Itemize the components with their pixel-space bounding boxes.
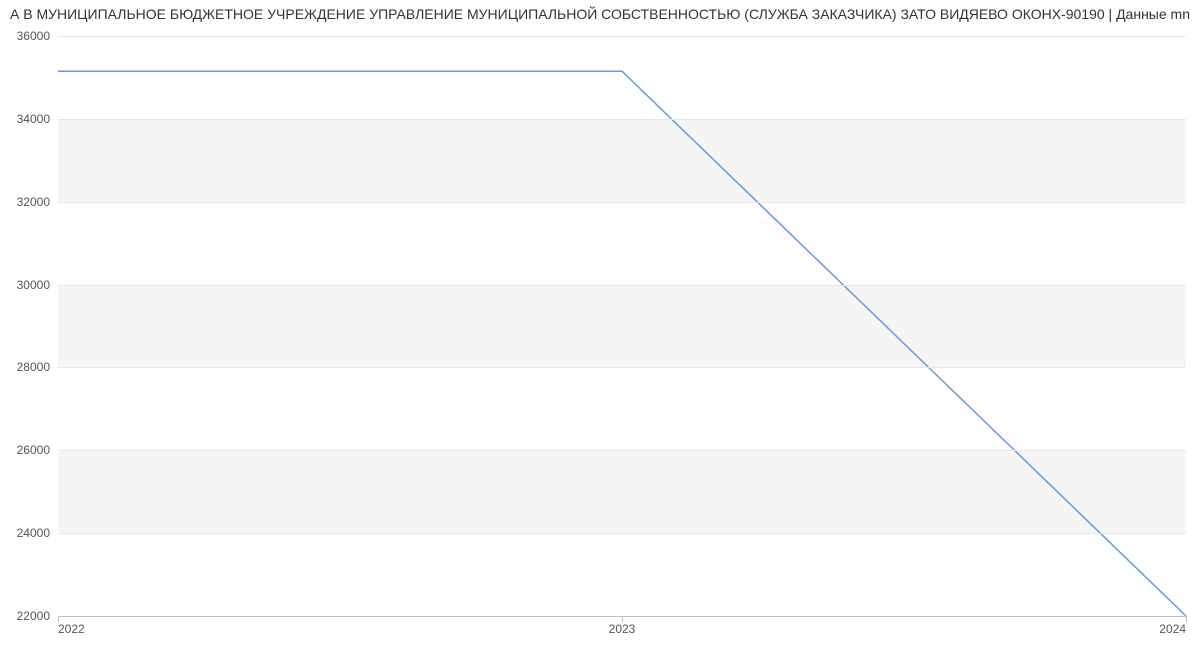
y-gridline [58, 285, 1186, 286]
y-gridline [58, 533, 1186, 534]
y-tick-label: 34000 [17, 112, 50, 126]
x-tick-label: 2023 [609, 622, 636, 636]
chart-title: А В МУНИЦИПАЛЬНОЕ БЮДЖЕТНОЕ УЧРЕЖДЕНИЕ У… [0, 6, 1200, 22]
y-gridline [58, 202, 1186, 203]
y-tick-label: 28000 [17, 360, 50, 374]
line-layer [58, 36, 1186, 616]
y-gridline [58, 36, 1186, 37]
y-tick-label: 36000 [17, 29, 50, 43]
series-line-value [58, 71, 1186, 616]
x-axis-line [58, 616, 1186, 617]
x-tick-label: 2024 [1159, 622, 1186, 636]
y-gridline [58, 367, 1186, 368]
y-tick-label: 22000 [17, 609, 50, 623]
x-tick-label: 2022 [58, 622, 85, 636]
y-gridline [58, 119, 1186, 120]
y-tick-label: 24000 [17, 526, 50, 540]
y-tick-label: 30000 [17, 278, 50, 292]
y-gridline [58, 450, 1186, 451]
y-tick-label: 26000 [17, 443, 50, 457]
salary-line-chart: А В МУНИЦИПАЛЬНОЕ БЮДЖЕТНОЕ УЧРЕЖДЕНИЕ У… [0, 0, 1200, 650]
plot-area: 2200024000260002800030000320003400036000… [58, 36, 1186, 616]
y-tick-label: 32000 [17, 195, 50, 209]
